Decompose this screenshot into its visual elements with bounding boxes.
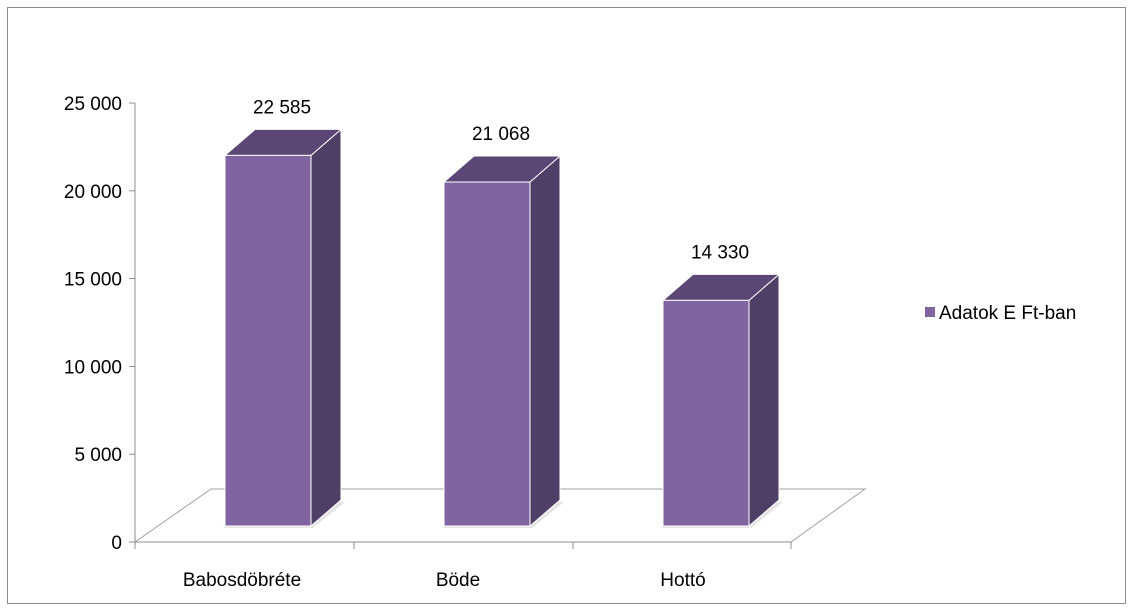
x-category-label: Babosdöbréte: [183, 570, 301, 591]
bar-side-face: [748, 273, 780, 528]
y-tick-label: 15 000: [64, 270, 122, 291]
bar-side-face: [310, 128, 342, 528]
bar: [661, 273, 783, 528]
bar: [223, 128, 345, 528]
bar-chart: 0 5 000 10 000 15 000 20 000 25 000 22 585 Babo…: [64, 94, 1076, 591]
labels: 0 5 000 10 000 15 000 20 000 25 000 22 585 Babo…: [64, 94, 749, 591]
legend: Adatok E Ft-ban: [925, 303, 1076, 324]
y-tick-label: 20 000: [64, 182, 122, 203]
y-tick-label: 0: [111, 533, 122, 554]
bars: [223, 128, 783, 528]
axes: [129, 102, 792, 549]
legend-swatch: [925, 307, 935, 317]
data-label: 14 330: [691, 242, 749, 263]
x-category-label: Hottó: [660, 570, 705, 591]
bar-front-face: [443, 181, 531, 527]
legend-label: Adatok E Ft-ban: [939, 303, 1076, 324]
bar-side-face: [529, 154, 561, 528]
bar-front-face: [224, 154, 312, 527]
data-label: 21 068: [472, 124, 530, 145]
y-tick-label: 10 000: [64, 357, 122, 378]
chart-frame: 0 5 000 10 000 15 000 20 000 25 000 22 585 Babo…: [7, 7, 1126, 604]
data-label: 22 585: [253, 97, 311, 118]
y-tick-label: 25 000: [64, 94, 122, 115]
x-category-label: Böde: [436, 570, 480, 591]
bar-front-face: [662, 299, 750, 527]
bar: [442, 154, 564, 528]
y-tick-label: 5 000: [74, 445, 122, 466]
